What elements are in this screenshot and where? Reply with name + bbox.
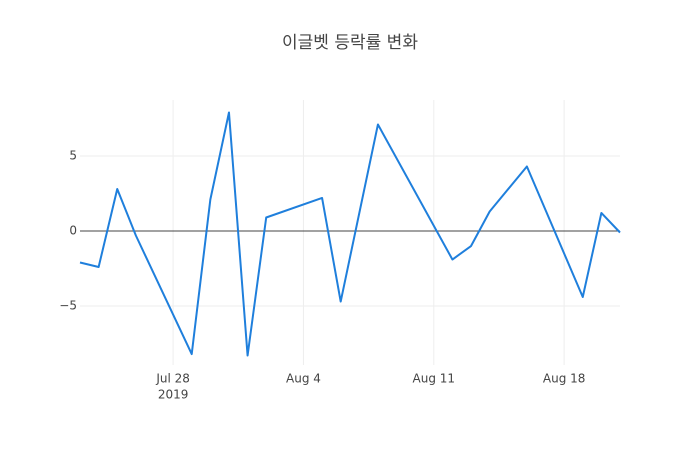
x-tick-sublabel: 2019 <box>158 388 189 402</box>
x-tick-label: Aug 11 <box>413 372 456 386</box>
data-line <box>79 111 621 357</box>
y-tick-label: 0 <box>69 223 77 237</box>
y-tick-label: 5 <box>69 148 77 162</box>
x-tick-label: Jul 28 <box>155 372 190 386</box>
chart-title: 이글벳 등락률 변화 <box>282 33 418 53</box>
y-tick-label: −5 <box>59 299 77 313</box>
x-tick-label: Aug 18 <box>543 372 586 386</box>
x-tick-label: Aug 4 <box>286 372 321 386</box>
